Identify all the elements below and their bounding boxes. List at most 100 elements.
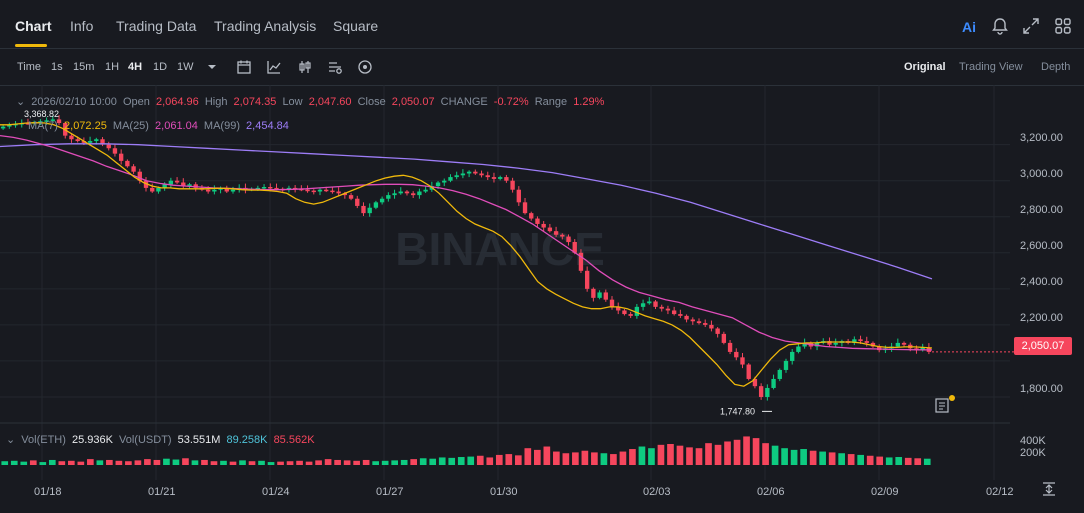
tab-chart[interactable]: Chart: [15, 18, 52, 34]
y-tick: 1,800.00: [1020, 383, 1063, 395]
candle: [504, 177, 509, 181]
bell-icon[interactable]: [990, 16, 1010, 36]
volume-bar: [657, 444, 665, 465]
auto-scale-icon[interactable]: [1040, 480, 1058, 498]
candle: [870, 342, 876, 347]
ma99-line: [0, 143, 933, 280]
range-value: 1.29%: [573, 96, 605, 108]
volume-bar: [248, 461, 256, 465]
candle: [181, 182, 186, 187]
candle: [547, 227, 553, 232]
candle: [311, 190, 316, 193]
candle: [75, 139, 80, 142]
candle-type-icon[interactable]: [297, 59, 313, 75]
candle: [690, 319, 695, 322]
candle: [740, 357, 745, 365]
settings-icon[interactable]: [327, 59, 343, 75]
volume-bar: [96, 460, 104, 465]
volume-bar: [695, 448, 703, 465]
volume-bar: [857, 454, 865, 465]
timeframe-15m[interactable]: 15m: [73, 61, 95, 73]
candle: [864, 341, 869, 343]
volume-bar: [58, 461, 66, 465]
volume-bar: [752, 438, 760, 465]
volume-bar: [486, 457, 494, 465]
ai-icon[interactable]: Ai: [962, 19, 976, 35]
candle: [392, 193, 397, 196]
volume-bar: [457, 457, 465, 465]
volume-bar: [67, 460, 75, 465]
candle: [205, 189, 211, 192]
volume-bar: [172, 459, 180, 465]
timeframe-dropdown-icon[interactable]: [206, 61, 218, 73]
candle: [361, 205, 366, 214]
candle: [616, 306, 621, 311]
candle: [473, 171, 478, 174]
timeframe-1s[interactable]: 1s: [51, 61, 63, 73]
tab-trading-data[interactable]: Trading Data: [116, 18, 197, 34]
candle: [56, 119, 62, 124]
candle: [709, 324, 714, 329]
top-tab-bar: Chart Info Trading Data Trading Analysis…: [0, 0, 1084, 49]
volume-bar: [876, 456, 884, 465]
candle: [174, 180, 180, 183]
candle: [143, 180, 149, 188]
tab-info[interactable]: Info: [70, 18, 94, 34]
timeframe-1h[interactable]: 1H: [105, 61, 120, 73]
indicator-icon[interactable]: [266, 59, 282, 75]
volume-bar: [39, 462, 47, 465]
candle: [640, 303, 646, 307]
view-original[interactable]: Original: [904, 61, 946, 73]
candle: [7, 124, 12, 127]
candle: [442, 180, 447, 183]
volume-bar: [686, 447, 693, 465]
volume-bar: [182, 458, 189, 465]
candle: [771, 378, 776, 388]
timeframe-1d[interactable]: 1D: [153, 61, 168, 73]
volume-bar: [191, 460, 199, 465]
volume-bar: [20, 461, 28, 465]
y-tick: 2,800.00: [1020, 204, 1063, 216]
candle: [25, 123, 31, 125]
tab-trading-analysis[interactable]: Trading Analysis: [214, 18, 317, 34]
candle: [100, 139, 105, 145]
drawing-icon[interactable]: [357, 59, 373, 75]
close-value: 2,050.07: [391, 96, 435, 108]
candle: [367, 207, 372, 214]
legend-collapse-icon[interactable]: ⌄: [16, 96, 26, 108]
candle: [0, 126, 6, 129]
candle: [187, 184, 192, 187]
close-label: Close: [357, 96, 386, 108]
candle: [653, 301, 658, 307]
volume-bar: [543, 446, 551, 465]
expand-icon[interactable]: [1021, 16, 1041, 36]
calendar-icon[interactable]: [236, 59, 252, 75]
candle: [827, 341, 832, 345]
volume-bar: [400, 459, 408, 465]
candles-group: [0, 115, 932, 401]
timeframe-time[interactable]: Time: [17, 61, 42, 73]
timeframe-1w[interactable]: 1W: [177, 61, 194, 73]
view-depth[interactable]: Depth: [1041, 61, 1071, 73]
candle: [50, 119, 55, 121]
candle: [634, 306, 640, 316]
candle: [758, 386, 764, 397]
candle: [715, 328, 720, 334]
candle: [479, 173, 484, 176]
volume-bar: [1, 461, 9, 465]
volume-collapse-icon[interactable]: ⌄: [6, 434, 16, 446]
timeframe-4h[interactable]: 4H: [128, 61, 143, 73]
grid-icon[interactable]: [1053, 16, 1073, 36]
ma25-label: MA(25): [112, 120, 149, 132]
view-trading-view[interactable]: Trading View: [959, 61, 1023, 73]
candle: [168, 180, 174, 185]
tab-square[interactable]: Square: [333, 18, 379, 34]
candle: [230, 189, 236, 192]
x-tick: 01/27: [376, 486, 404, 498]
price-chart[interactable]: BINANCE 3,368.821,747.80: [0, 85, 1084, 513]
low-label: Low: [282, 96, 303, 108]
news-icon[interactable]: [933, 395, 957, 415]
volume-bar: [505, 454, 513, 465]
candle: [877, 346, 882, 351]
candle: [87, 141, 93, 143]
